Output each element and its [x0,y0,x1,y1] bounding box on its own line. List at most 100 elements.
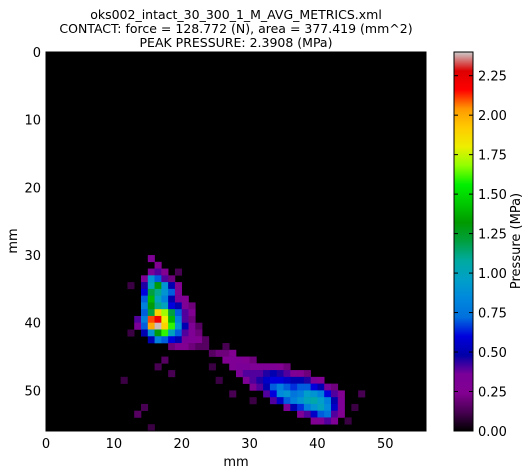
heatmap-cell [188,302,196,310]
heatmap-cell [161,302,169,310]
heatmap-cell [351,403,359,411]
heatmap-cell [283,390,291,398]
heatmap-cell [141,282,149,290]
heatmap-cell [324,397,332,405]
heatmap-cell [310,403,318,411]
heatmap-cell [263,363,271,371]
x-tick-label: 40 [309,437,326,452]
heatmap-cell [168,329,176,337]
heatmap-cell [263,376,271,384]
heatmap-cell [317,417,325,425]
heatmap-cell [188,343,196,351]
heatmap-cell [202,343,210,351]
colorbar: 0.00 0.25 0.50 0.75 1.00 1.25 1.50 1.75 2.00 2.25… [453,51,524,440]
heatmap-cell [249,370,257,378]
heatmap-cell [337,410,345,418]
heatmap-cell [181,329,189,337]
heatmap-cell [263,370,271,378]
heatmap-cell [317,397,325,405]
heatmap-cell [161,329,169,337]
heatmap-cell [174,295,183,303]
heatmap-cell [337,403,345,411]
heatmap-cell [120,376,128,384]
colorbar-tick-label: 1.25 [478,228,507,243]
heatmap-cell [181,295,189,303]
heatmap-cell [249,363,257,371]
heatmap-cell [188,309,196,317]
heatmap-cell [168,309,176,317]
heatmap-cell [283,370,291,378]
heatmap-cell [195,336,203,344]
heatmap-cell [269,363,278,371]
heatmap-cell [222,356,230,364]
colorbar-tick-label: 1.00 [478,267,507,282]
heatmap-cell [290,390,298,398]
x-tick-label: 30 [241,437,258,452]
y-tick-label: 50 [24,384,41,399]
heatmap-cell [188,329,196,337]
colorbar-tick-label: 1.75 [478,149,507,164]
heatmap-cell [310,376,318,384]
heatmap-cell [283,397,291,405]
heatmap-cell [174,336,183,344]
heatmap-cell [188,336,196,344]
heatmap-cell [134,410,142,418]
heatmap-cell [297,376,305,384]
heatmap-cell [181,336,189,344]
heatmap-cell [154,295,162,303]
heatmap-cell [161,295,169,303]
heatmap-cell [168,275,176,283]
heatmap-cell [195,343,203,351]
heatmap-cell [154,268,162,276]
x-axis-label: mm [223,455,248,470]
heatmap-cell [147,282,155,290]
heatmap-cell [256,363,264,371]
heatmap-cell [154,275,162,283]
heatmap-cell [283,376,291,384]
heatmap-cell [161,315,169,324]
heatmap-cell [276,370,284,378]
heatmap-cell [154,363,162,371]
y-tick-label: 0 [33,46,41,61]
heatmap-cell [174,329,183,337]
heatmap-cell [174,282,183,290]
heatmap-cell [154,261,162,269]
colorbar-tick-label: 1.50 [478,188,507,203]
heatmap-cell [283,403,291,411]
heatmap-cell [174,288,183,296]
colorbar-tick-label: 0.00 [478,425,507,440]
colorbar-label: Pressure (MPa) [509,193,524,289]
heatmap-cell [154,282,162,290]
heatmap-cell [331,417,339,425]
heatmap-cell [317,403,325,411]
heatmap-cell [154,322,162,330]
heatmap-cell [229,349,237,357]
heatmap-cell [147,288,155,296]
heatmap-cell [147,268,155,276]
heatmap-cell [358,390,366,398]
y-tick-label: 40 [24,317,41,332]
heatmap-cell [337,390,345,398]
y-tick-label: 10 [24,114,41,129]
heatmap-cell [276,383,284,391]
heatmap-cell [161,282,169,290]
heatmap-cell [174,302,183,310]
heatmap-cell [303,390,311,398]
heatmap-cell [276,390,284,398]
heatmap-cell [256,376,264,384]
heatmap-cell [324,390,332,398]
heatmap-cell [181,315,189,324]
heatmap-cell [141,309,149,317]
heatmap-cell [236,363,244,371]
heatmap-cell [310,417,318,425]
heatmap-cell [242,376,250,384]
heatmap-cell [310,383,318,391]
heatmap-cell [290,370,298,378]
heatmap-cell [168,370,176,378]
heatmap-cell [168,282,176,290]
heatmap-cell [168,295,176,303]
heatmap-cell [161,322,169,330]
heatmap-cell [297,370,305,378]
heatmap-cells [120,255,366,432]
